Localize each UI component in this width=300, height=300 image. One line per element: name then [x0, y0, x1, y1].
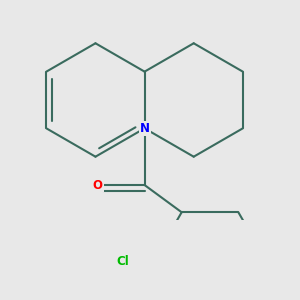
- Text: Cl: Cl: [116, 255, 129, 268]
- Text: N: N: [140, 122, 150, 135]
- Text: O: O: [93, 178, 103, 191]
